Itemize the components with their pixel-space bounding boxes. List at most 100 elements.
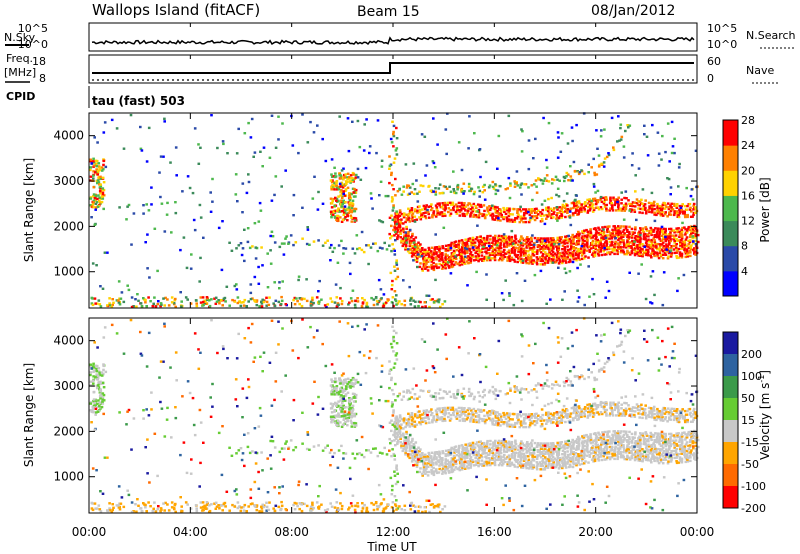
power-cell [499,238,502,241]
power-cell [265,300,269,304]
power-cell [318,279,321,283]
power-cell [93,136,96,139]
velocity-cell [609,403,612,406]
power-cell [502,236,505,240]
power-cell [493,255,497,258]
power-cell [577,296,581,299]
velocity-cell [555,422,558,425]
power-cell [519,215,523,218]
power-cell [514,217,517,220]
power-cell [378,219,381,222]
power-cell [422,262,426,265]
power-cell [403,304,407,307]
power-cell [407,231,410,234]
velocity-cell [491,458,495,461]
velocity-cell [580,415,583,418]
velocity-cell [444,412,447,415]
power-cell [334,196,337,200]
power-cell [660,248,664,251]
velocity-cell [477,458,480,461]
power-cell [665,205,668,209]
power-cell [602,237,605,241]
power-cell [396,230,399,234]
power-cell [308,243,311,246]
power-cell [521,259,525,262]
power-cell [91,297,94,300]
power-cell [532,259,536,262]
power-cell [586,198,589,202]
power-cell [444,254,448,258]
power-cell [626,241,629,244]
power-cell [580,210,583,213]
power-cell [340,205,344,208]
velocity-cell [441,450,444,453]
power-cell [620,135,624,139]
velocity-cell [407,439,410,442]
power-cell [532,245,536,248]
velocity-cell [544,451,548,454]
power-cell [634,174,637,177]
power-cell [566,204,569,207]
power-cell [519,210,523,213]
power-cell [424,250,427,253]
power-cell [547,258,551,261]
power-cell [335,181,338,185]
power-cell [564,237,568,240]
power-cell [254,257,258,260]
velocity-cell [457,413,461,417]
velocity-cell [539,442,543,445]
power-cell [683,250,687,253]
velocity-cell [488,457,491,460]
power-cell [563,290,566,293]
power-cell [360,305,364,308]
power-cell [652,230,655,233]
power-cell [466,246,469,249]
velocity-cell [415,449,419,453]
velocity-cell [611,452,614,455]
power-cell [599,195,603,199]
power-cell [520,219,523,222]
velocity-cell [494,421,498,425]
velocity-cell [594,404,597,407]
power-cell [613,225,616,228]
power-cell [403,234,406,237]
power-cell [568,214,572,217]
power-cell [514,182,517,185]
power-cell [222,142,225,146]
velocity-cell [617,401,620,404]
power-cell [251,297,254,300]
power-cell [574,234,578,238]
power-cell [500,255,503,258]
power-cell [648,207,651,210]
velocity-cell [500,441,503,444]
power-cell [563,247,567,250]
velocity-cell [479,408,483,412]
power-cell [606,251,609,254]
power-cell [601,226,604,229]
velocity-cell [438,455,441,459]
power-cell [507,251,511,254]
velocity-cell [617,438,620,442]
velocity-cell [531,464,534,467]
velocity-cell [461,456,465,459]
power-cell [461,251,465,254]
power-cell [469,187,473,190]
velocity-cell [472,407,476,411]
power-cell [617,205,620,208]
power-cell [584,204,587,207]
power-cell [234,193,238,196]
power-cell [599,231,603,234]
velocity-cell [571,438,574,442]
power-cell [602,161,606,164]
power-cell [442,265,445,269]
power-cell [478,249,481,252]
power-cell [149,300,152,303]
power-cell [593,173,597,177]
power-cell [602,231,606,234]
velocity-cell [603,403,607,406]
velocity-cell [493,410,497,414]
power-cell [522,239,526,242]
power-cell [156,302,160,306]
power-cell [335,184,338,187]
velocity-cell [461,449,465,452]
